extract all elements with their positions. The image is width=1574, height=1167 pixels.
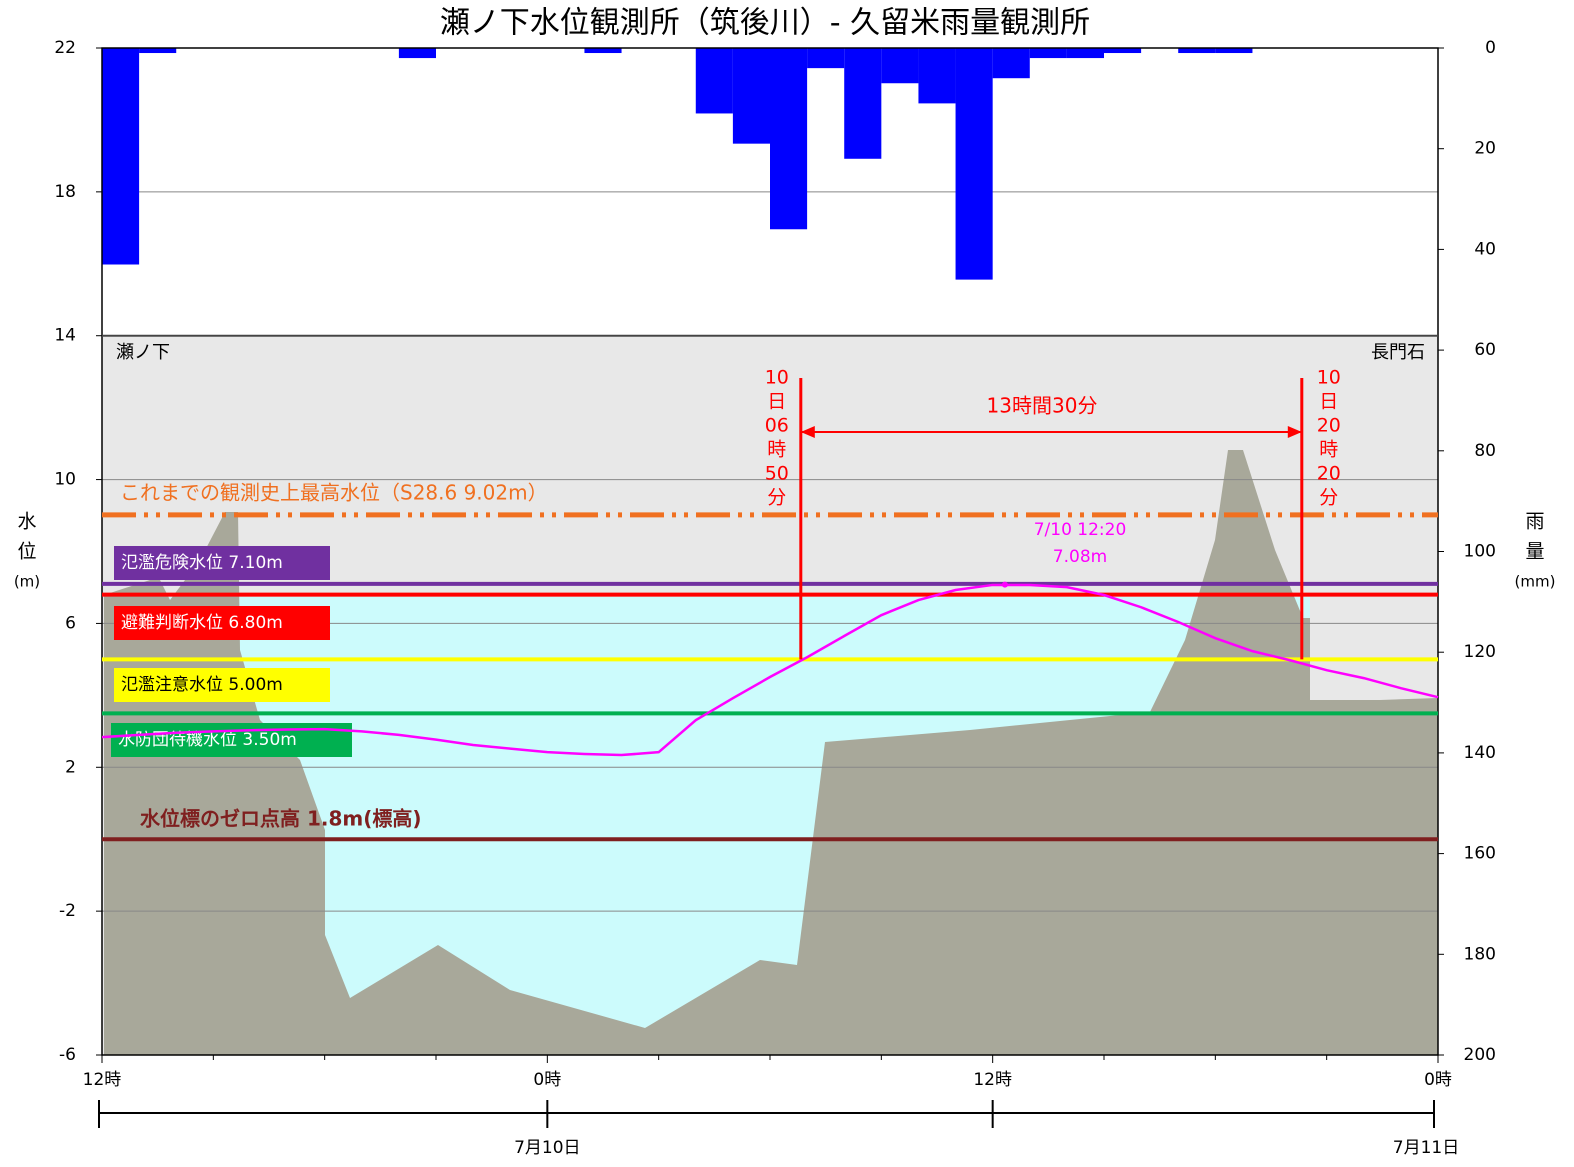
y2-tick-label: 0: [1485, 38, 1496, 58]
water-level-line: [101, 583, 1439, 757]
level-box: [114, 668, 330, 702]
peak-point: [1001, 581, 1008, 588]
y2-axis-label: 雨: [1525, 511, 1544, 533]
y2-tick-label: 20: [1474, 139, 1496, 159]
y-tick-label: -6: [59, 1045, 76, 1065]
rain-bar: [1029, 48, 1067, 59]
y-axis-label: 水: [17, 511, 36, 533]
marker-label: 分: [1319, 487, 1338, 509]
marker-label: 10: [765, 367, 789, 389]
river-bed: [104, 450, 1438, 1055]
x-tick-label: 0時: [533, 1070, 561, 1090]
marker-label: 20: [1317, 415, 1341, 437]
y-tick-label: 18: [54, 182, 76, 202]
y-tick-label: 10: [54, 470, 76, 490]
rain-bar: [139, 48, 177, 54]
peak-value: 7.08m: [1053, 547, 1107, 567]
y2-tick-label: 40: [1474, 239, 1496, 259]
marker-label: 10: [1317, 367, 1341, 389]
rain-bar: [992, 48, 1030, 79]
level-label: 水位標のゼロ点高 1.8m(標高): [140, 807, 422, 831]
level-box: [114, 546, 330, 580]
date-label: 7月10日: [514, 1138, 580, 1158]
station-label: 長門石: [1371, 342, 1425, 363]
y-tick-label: -2: [59, 901, 76, 921]
rain-bar: [398, 48, 436, 59]
marker-label: 06: [765, 415, 789, 437]
rain-bar: [102, 48, 140, 265]
date-label: 7月11日: [1393, 1138, 1459, 1158]
y-tick-label: 14: [54, 326, 76, 346]
y2-tick-label: 200: [1464, 1045, 1496, 1065]
y2-tick-label: 120: [1464, 642, 1496, 662]
marker-label: 20: [1317, 463, 1341, 485]
rain-bar: [1178, 48, 1216, 54]
rain-bar: [881, 48, 919, 84]
y2-tick-label: 60: [1474, 340, 1496, 360]
rain-bar: [770, 48, 808, 230]
x-tick-label: 12時: [973, 1070, 1012, 1090]
chart-title: 瀬ノ下水位観測所（筑後川）- 久留米雨量観測所: [440, 6, 1090, 41]
interval-label: 13時間30分: [987, 394, 1098, 418]
y2-tick-label: 80: [1474, 441, 1496, 461]
y-axis-label: (m): [14, 573, 40, 591]
peak-time: 7/10 12:20: [1034, 520, 1127, 540]
marker-label: 50: [765, 463, 789, 485]
y2-axis-label: (mm): [1515, 573, 1556, 591]
marker-label: 時: [767, 439, 786, 461]
marker-label: 日: [1319, 391, 1338, 413]
y-tick-label: 22: [54, 38, 76, 58]
y2-tick-label: 100: [1464, 542, 1496, 562]
rain-bar: [732, 48, 770, 144]
rain-bar: [1104, 48, 1142, 54]
rain-bar: [955, 48, 993, 280]
level-label: 避難判断水位 6.80m: [121, 613, 283, 633]
station-label: 瀬ノ下: [116, 342, 170, 363]
x-tick-label: 12時: [83, 1070, 122, 1090]
level-label: 水防団待機水位 3.50m: [118, 730, 297, 750]
level-label: 氾濫危険水位 7.10m: [121, 553, 283, 573]
level-label: これまでの観測史上最高水位（S28.6 9.02m）: [120, 481, 548, 505]
marker-label: 分: [767, 487, 786, 509]
rain-bar: [1066, 48, 1104, 59]
rain-bar: [807, 48, 845, 69]
y-tick-label: 6: [65, 613, 76, 633]
x-tick-label: 0時: [1424, 1070, 1452, 1090]
y2-axis-label: 量: [1525, 541, 1544, 563]
marker-label: 時: [1319, 439, 1338, 461]
rain-bar: [1215, 48, 1253, 54]
rain-bar: [695, 48, 733, 114]
y2-tick-label: 180: [1464, 944, 1496, 964]
y-tick-label: 2: [65, 757, 76, 777]
marker-label: 日: [767, 391, 786, 413]
y-axis-label: 位: [17, 541, 36, 563]
level-label: 氾濫注意水位 5.00m: [121, 675, 283, 695]
rain-bar: [918, 48, 956, 104]
y2-tick-label: 140: [1464, 743, 1496, 763]
rain-bar: [844, 48, 882, 159]
level-box: [114, 606, 330, 640]
rain-bar: [584, 48, 622, 54]
y2-tick-label: 160: [1464, 844, 1496, 864]
